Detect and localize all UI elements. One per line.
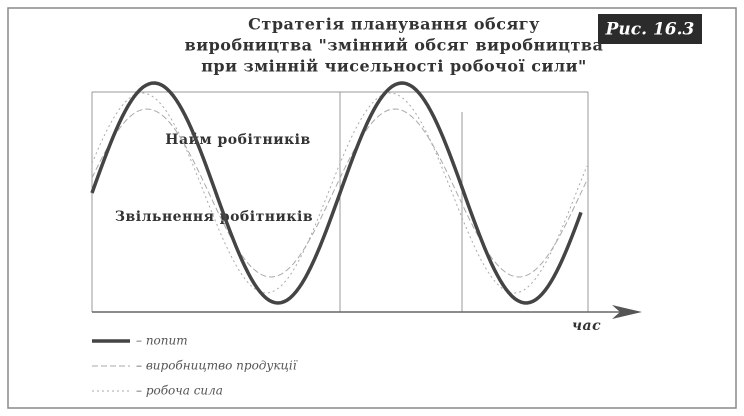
figure-label: Рис. 16.3 xyxy=(605,20,695,40)
production-curve xyxy=(91,108,588,278)
frame xyxy=(7,7,737,409)
x-axis-arrow xyxy=(612,305,642,319)
legend-label: – виробництво продукції xyxy=(136,359,298,373)
title-line: Стратегія планування обсягу xyxy=(248,15,540,34)
annotation: Звільнення робітників xyxy=(115,209,313,225)
annotation: Найм робітників xyxy=(165,131,310,148)
title-line: при змінній чисельності робочої сили" xyxy=(201,57,587,76)
title-line: виробництва "змінний обсяг виробництва xyxy=(185,36,604,55)
demand-curve xyxy=(90,81,583,305)
workforce-curve xyxy=(91,92,588,294)
legend-label: – попит xyxy=(136,334,188,348)
grid xyxy=(91,91,589,312)
legend-label: – робоча сила xyxy=(136,384,223,398)
x-axis-label: час xyxy=(572,318,601,334)
figure-badge xyxy=(598,14,702,44)
